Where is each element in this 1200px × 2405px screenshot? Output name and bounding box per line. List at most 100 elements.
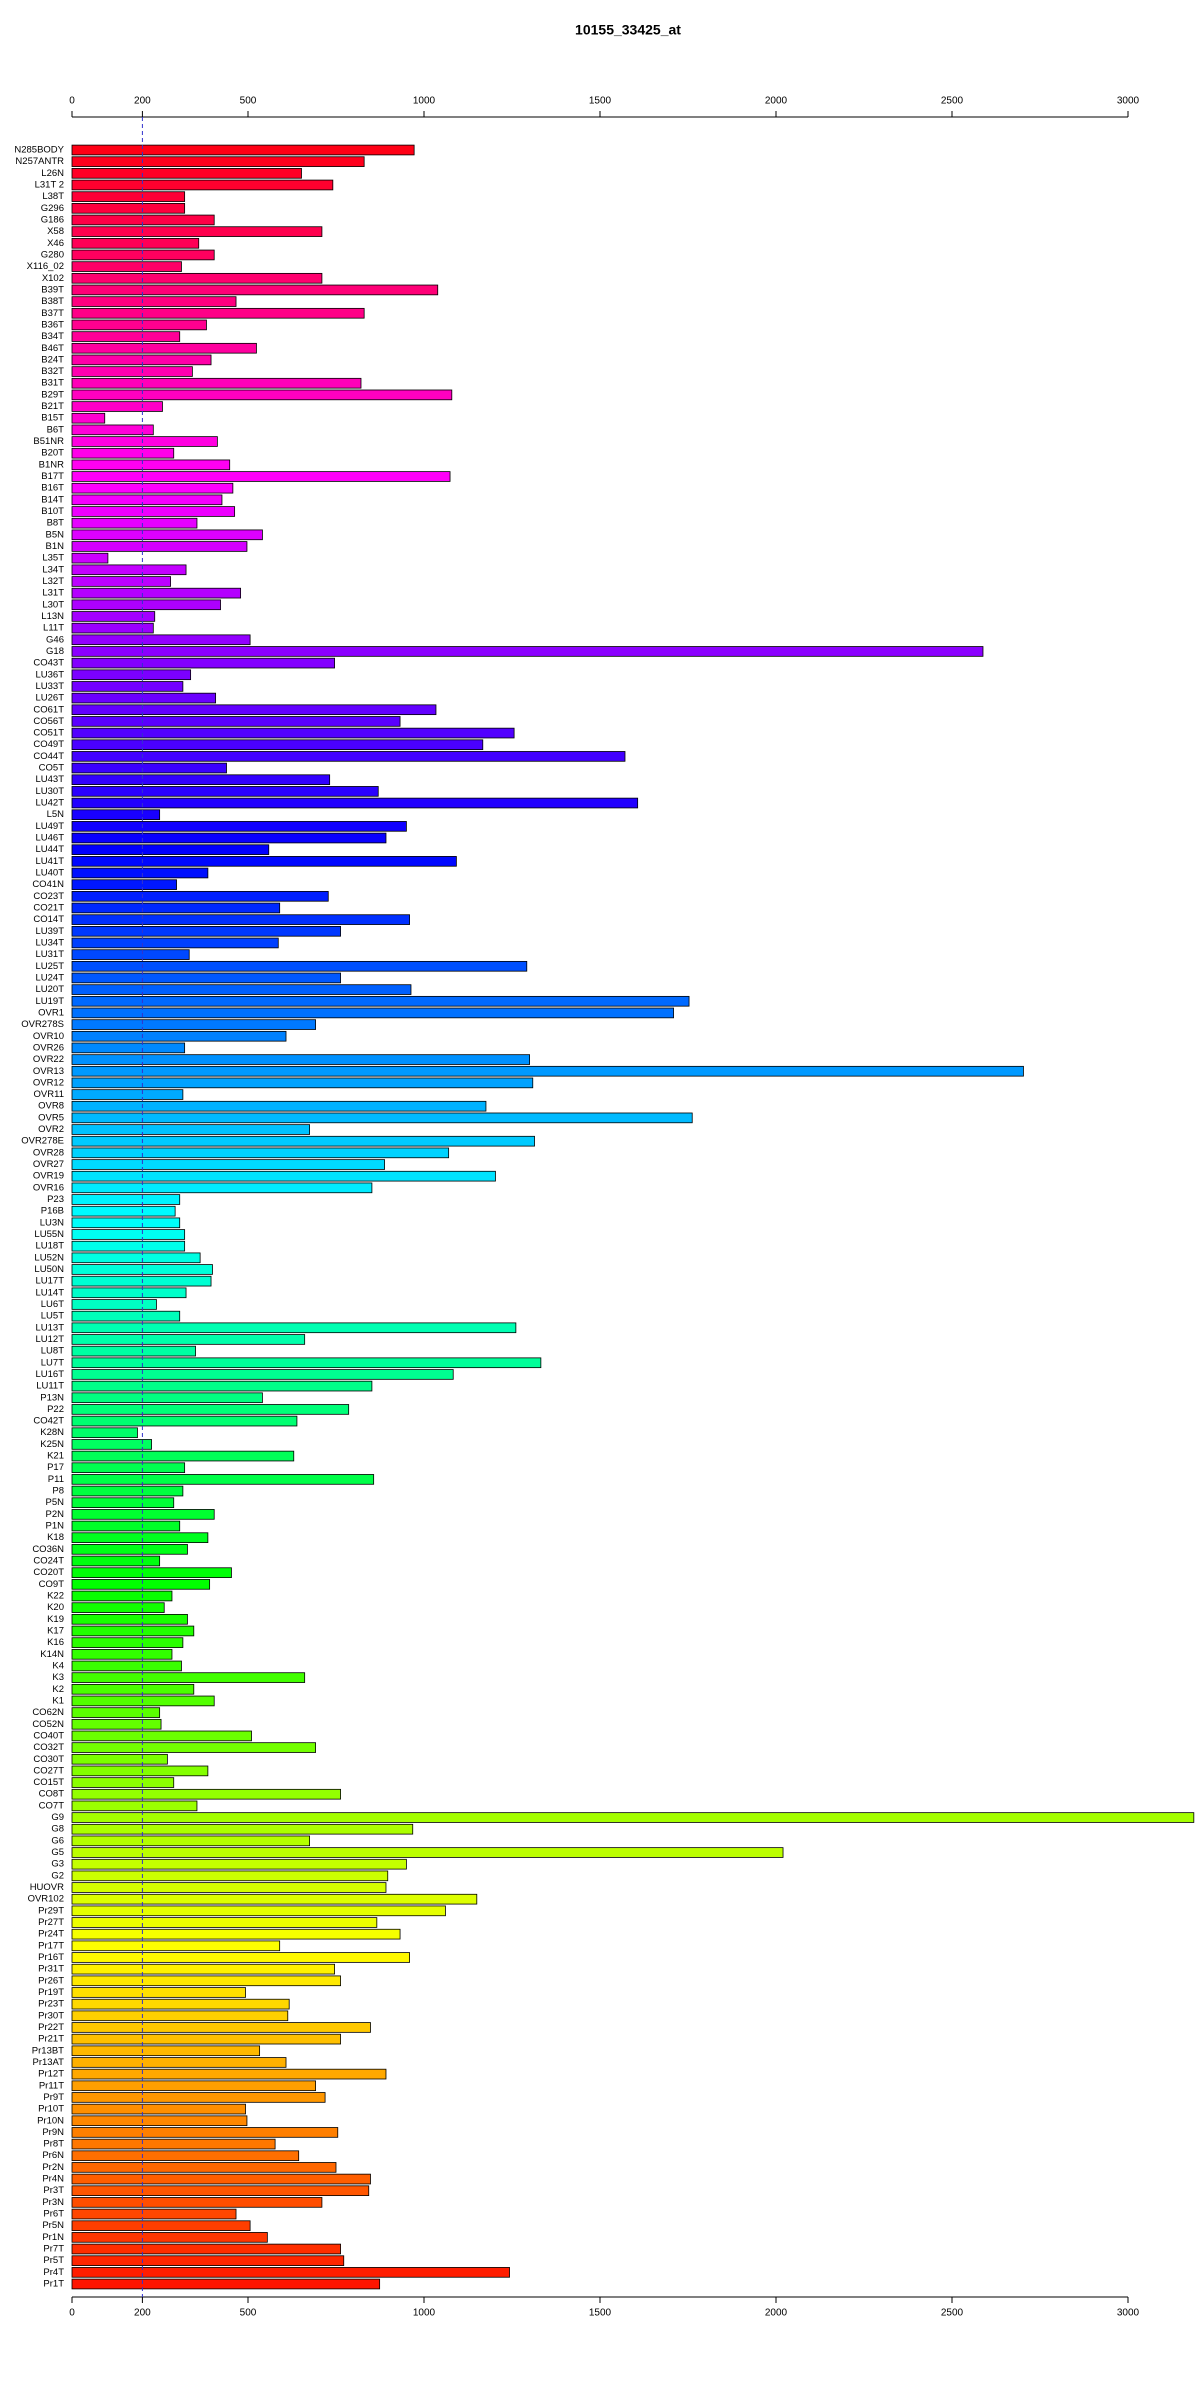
y-tick-label: K3 [52, 1672, 64, 1683]
bar [71, 2232, 268, 2243]
y-tick-label: Pr30T [38, 2010, 64, 2021]
y-tick-label: CO51T [33, 728, 64, 739]
y-tick-label: B38T [41, 296, 64, 307]
x-tick-label: 2500 [941, 96, 964, 107]
bar [71, 319, 207, 331]
y-tick-label: LU7T [41, 1357, 64, 1368]
bar [71, 1485, 184, 1497]
y-tick-label: B51NR [33, 436, 64, 447]
bar [71, 1497, 175, 1508]
y-tick-label: B8T [47, 518, 65, 529]
y-tick-label: K14N [40, 1649, 64, 1660]
y-tick-label: K21 [47, 1451, 64, 1462]
y-tick-label: B31T [41, 378, 64, 389]
bar [71, 1893, 478, 1905]
y-tick-label: P23 [47, 1194, 64, 1205]
y-tick-label: Pr1N [42, 2232, 64, 2243]
y-tick-label: Pr26T [38, 1975, 64, 1986]
y-tick-label: P11 [48, 1474, 64, 1485]
y-tick-label: LU36T [35, 669, 64, 680]
bar [71, 2197, 323, 2208]
bar [71, 401, 163, 412]
bar [71, 879, 177, 890]
y-tick-label: OVR12 [33, 1077, 64, 1088]
bar [71, 1788, 341, 1800]
y-tick-label: Pr5T [43, 2255, 64, 2266]
y-tick-label: Pr10N [37, 2115, 64, 2126]
bar [71, 1858, 407, 1870]
y-tick-label: CO44T [33, 751, 64, 762]
y-tick-label: Pr22T [38, 2022, 64, 2033]
y-tick-label: LU20T [35, 984, 64, 995]
bar [71, 727, 515, 739]
y-tick-label: CO15T [33, 1777, 64, 1788]
bar [71, 926, 341, 937]
bar [71, 2267, 510, 2278]
y-tick-label: OVR278E [21, 1136, 64, 1147]
bar [71, 844, 270, 855]
bar [71, 1567, 232, 1578]
y-tick-label: B24T [41, 354, 64, 365]
y-tick-label: LU26T [35, 693, 64, 704]
bar [71, 1812, 1195, 1823]
y-tick-label: Pr13AT [32, 2057, 64, 2068]
y-tick-label: L31T [42, 588, 64, 599]
y-tick-label: LU34T [35, 937, 64, 948]
bar [71, 1952, 410, 1963]
y-tick-label: G3 [51, 1859, 64, 1870]
bar [71, 657, 335, 669]
bar [71, 1870, 389, 1882]
y-tick-label: Pr31T [38, 1964, 64, 1975]
y-tick-label: X58 [47, 226, 64, 237]
x-tick-label: 2000 [765, 2308, 788, 2319]
bar [71, 960, 528, 972]
bar [71, 1077, 534, 1089]
y-tick-label: OVR13 [33, 1066, 64, 1077]
y-tick-label: LU55N [34, 1229, 64, 1240]
y-tick-label: G6 [51, 1835, 64, 1846]
y-tick-label: CO14T [33, 914, 64, 925]
y-tick-label: Pr27T [38, 1917, 64, 1928]
bar [71, 517, 198, 529]
bar [71, 564, 187, 576]
y-tick-label: CO49T [33, 739, 64, 750]
y-tick-label: Pr9T [43, 2092, 64, 2103]
y-tick-label: OVR16 [33, 1182, 64, 1193]
y-tick-label: B21T [41, 401, 64, 412]
bar [71, 832, 387, 844]
y-tick-label: LU19T [35, 996, 64, 1007]
y-tick-label: X102 [42, 273, 64, 284]
x-tick-label: 200 [134, 2308, 151, 2319]
x-tick-label: 1000 [413, 2308, 436, 2319]
bar [71, 1205, 176, 1217]
bar [71, 1707, 161, 1718]
y-tick-label: P16B [41, 1206, 64, 1217]
y-tick-label: L31T 2 [35, 179, 64, 190]
bar [71, 1753, 168, 1765]
y-tick-label: LU49T [35, 821, 64, 832]
y-tick-label: P8 [52, 1486, 64, 1497]
bar [71, 2010, 289, 2022]
y-tick-label: P1N [46, 1521, 65, 1532]
y-tick-label: Pr2N [42, 2162, 64, 2173]
bar [71, 482, 234, 494]
y-tick-label: LU46T [35, 833, 64, 844]
bar [71, 774, 331, 786]
y-tick-label: LU40T [35, 868, 64, 879]
x-tick-label: 1000 [413, 96, 436, 107]
y-tick-label: X46 [47, 238, 64, 249]
y-tick-label: Pr4N [42, 2174, 64, 2185]
bar [71, 156, 365, 167]
bar [71, 1194, 181, 1205]
bar [71, 1963, 335, 1975]
bar [71, 284, 439, 296]
y-tick-label: LU30T [35, 786, 64, 797]
bar [71, 1660, 182, 1672]
bar [71, 587, 242, 599]
bar [71, 1695, 215, 1707]
y-tick-label: LU39T [35, 926, 64, 937]
y-tick-label: X116_02 [27, 261, 64, 272]
bar [71, 1322, 517, 1334]
y-tick-label: CO24T [33, 1556, 64, 1567]
